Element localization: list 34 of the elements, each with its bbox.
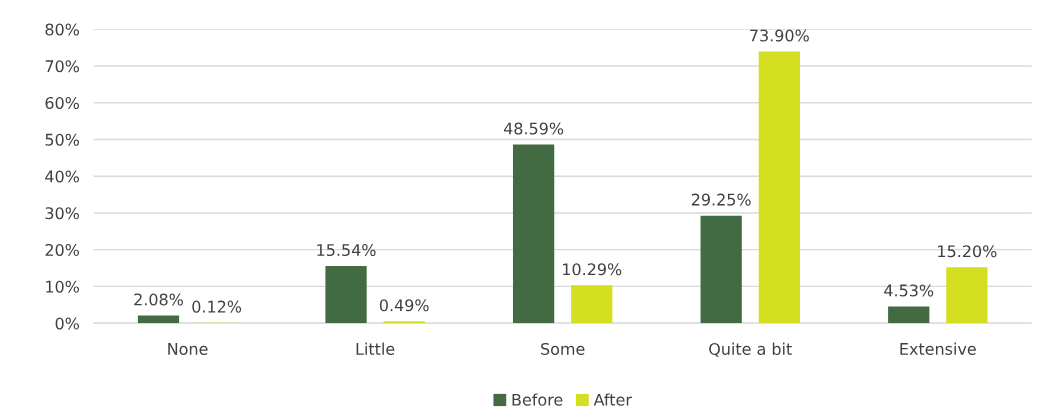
bar — [946, 267, 988, 324]
legend-label: Before — [512, 393, 563, 406]
y-tick-label: 40% — [45, 170, 80, 183]
data-label: 4.53% — [884, 284, 934, 297]
x-tick-label: Little — [356, 342, 395, 355]
x-tick-label: Extensive — [900, 342, 976, 355]
y-tick-label: 30% — [45, 207, 80, 220]
y-tick-label: 70% — [45, 60, 80, 73]
bar — [571, 285, 613, 324]
bar — [137, 315, 180, 324]
data-label: 2.08% — [134, 293, 183, 306]
bar — [512, 144, 555, 324]
y-tick-label: 80% — [45, 23, 80, 36]
bar — [888, 306, 930, 324]
y-tick-label: 50% — [45, 133, 80, 146]
x-tick-label: Some — [541, 342, 585, 355]
data-label: 0.49% — [379, 299, 429, 312]
legend-label: After — [593, 393, 632, 406]
x-tick-label: Quite a bit — [709, 342, 792, 357]
y-tick-label: 20% — [45, 243, 80, 256]
data-label: 15.20% — [938, 245, 997, 258]
data-label: 10.29% — [563, 263, 622, 276]
y-tick-label: 60% — [45, 96, 80, 109]
data-label: 0.12% — [192, 300, 242, 313]
data-label: 29.25% — [691, 193, 751, 206]
data-label: 15.54% — [317, 243, 376, 257]
y-tick-label: 0% — [55, 317, 80, 330]
bar — [758, 51, 800, 324]
x-tick-label: None — [168, 343, 208, 355]
y-tick-label: 10% — [46, 280, 80, 293]
data-label: 73.90% — [750, 29, 809, 42]
bar — [325, 266, 367, 324]
bar — [700, 215, 742, 324]
data-label: 48.59% — [503, 122, 564, 135]
